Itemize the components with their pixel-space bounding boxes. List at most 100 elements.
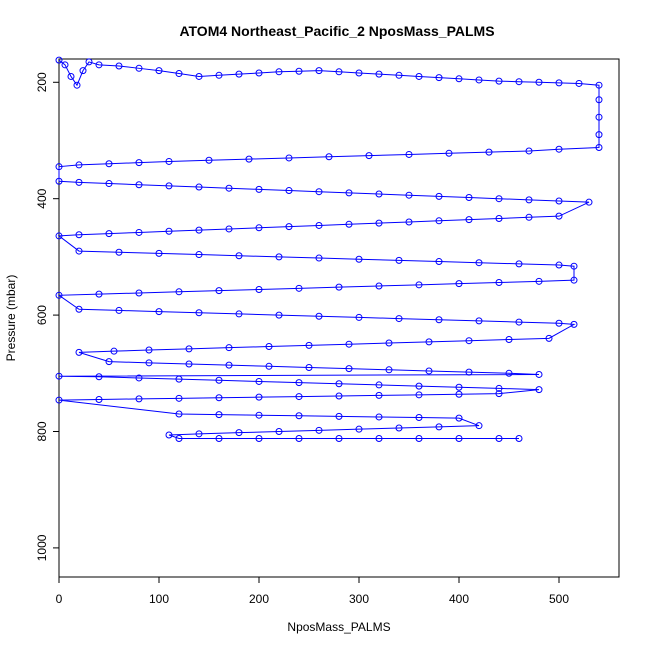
data-point bbox=[255, 224, 263, 232]
data-point bbox=[255, 377, 263, 385]
data-point bbox=[555, 197, 563, 205]
data-point bbox=[79, 67, 87, 75]
x-tick-label: 0 bbox=[56, 592, 63, 606]
data-point bbox=[435, 258, 443, 266]
data-point bbox=[175, 394, 183, 402]
data-point bbox=[495, 214, 503, 222]
data-point bbox=[375, 413, 383, 421]
x-tick-label: 200 bbox=[249, 592, 269, 606]
data-point bbox=[115, 248, 123, 256]
data-point bbox=[570, 320, 578, 328]
data-point bbox=[235, 429, 243, 437]
data-point bbox=[485, 148, 493, 156]
data-point bbox=[345, 220, 353, 228]
data-point bbox=[295, 67, 303, 75]
plot-layer bbox=[55, 56, 603, 442]
data-point bbox=[67, 72, 75, 80]
data-point bbox=[415, 391, 423, 399]
y-tick-label: 400 bbox=[35, 188, 49, 208]
data-point bbox=[75, 348, 83, 356]
data-point bbox=[95, 290, 103, 298]
data-point bbox=[525, 213, 533, 221]
data-point bbox=[570, 262, 578, 270]
data-point bbox=[455, 390, 463, 398]
data-point bbox=[455, 414, 463, 422]
data-point bbox=[295, 393, 303, 401]
data-point bbox=[215, 287, 223, 295]
data-point bbox=[555, 261, 563, 269]
data-point bbox=[105, 160, 113, 168]
data-point bbox=[465, 216, 473, 224]
data-point bbox=[335, 68, 343, 76]
data-point bbox=[435, 192, 443, 200]
data-point bbox=[345, 365, 353, 373]
data-point bbox=[475, 259, 483, 267]
data-point bbox=[455, 280, 463, 288]
data-point bbox=[435, 423, 443, 431]
data-point bbox=[61, 61, 69, 69]
data-point bbox=[585, 198, 593, 206]
data-point bbox=[255, 185, 263, 193]
x-axis: 0 100 200 300 400 500 bbox=[56, 576, 569, 606]
data-point bbox=[235, 252, 243, 260]
data-point bbox=[195, 430, 203, 438]
data-point bbox=[95, 373, 103, 381]
x-axis-label: NposMass_PALMS bbox=[287, 620, 390, 634]
data-point bbox=[75, 161, 83, 169]
data-point bbox=[535, 78, 543, 86]
data-point bbox=[225, 225, 233, 233]
data-point bbox=[185, 360, 193, 368]
data-point bbox=[555, 212, 563, 220]
data-point bbox=[375, 391, 383, 399]
data-point bbox=[335, 380, 343, 388]
data-point bbox=[135, 228, 143, 236]
data-point bbox=[225, 361, 233, 369]
data-point bbox=[495, 279, 503, 286]
y-tick-label: 200 bbox=[35, 72, 49, 92]
data-point bbox=[595, 81, 603, 89]
data-point bbox=[175, 410, 183, 418]
data-point bbox=[195, 251, 203, 259]
data-point bbox=[315, 254, 323, 262]
data-point bbox=[315, 67, 323, 75]
data-point bbox=[255, 434, 263, 442]
data-point bbox=[335, 392, 343, 400]
plot-frame bbox=[58, 58, 620, 578]
data-point bbox=[165, 431, 173, 439]
data-point bbox=[195, 309, 203, 317]
data-point bbox=[155, 67, 163, 75]
data-point bbox=[285, 187, 293, 195]
data-point bbox=[285, 223, 293, 231]
data-point bbox=[545, 334, 553, 342]
chart-title: ATOM4 Northeast_Pacific_2 NposMass_PALMS bbox=[179, 23, 494, 39]
data-point bbox=[275, 253, 283, 261]
data-point bbox=[515, 78, 523, 86]
data-point bbox=[295, 379, 303, 387]
data-point bbox=[275, 311, 283, 319]
data-point bbox=[135, 64, 143, 72]
data-point bbox=[325, 153, 333, 161]
data-point bbox=[555, 145, 563, 153]
data-point bbox=[335, 412, 343, 420]
data-point bbox=[495, 77, 503, 85]
data-point bbox=[455, 75, 463, 83]
data-point bbox=[305, 341, 313, 349]
data-point bbox=[405, 191, 413, 199]
data-point bbox=[175, 434, 183, 442]
data-point bbox=[445, 149, 453, 157]
x-tick-label: 300 bbox=[349, 592, 369, 606]
data-point bbox=[115, 62, 123, 70]
data-point bbox=[435, 74, 443, 82]
data-point bbox=[315, 426, 323, 434]
data-point bbox=[295, 412, 303, 420]
data-point bbox=[155, 249, 163, 257]
data-point bbox=[335, 283, 343, 291]
data-point bbox=[175, 375, 183, 383]
data-point bbox=[295, 284, 303, 292]
data-point bbox=[495, 434, 503, 442]
data-point bbox=[595, 143, 603, 151]
data-point bbox=[265, 362, 273, 370]
data-point bbox=[375, 434, 383, 442]
data-point bbox=[105, 230, 113, 238]
data-point bbox=[355, 69, 363, 77]
